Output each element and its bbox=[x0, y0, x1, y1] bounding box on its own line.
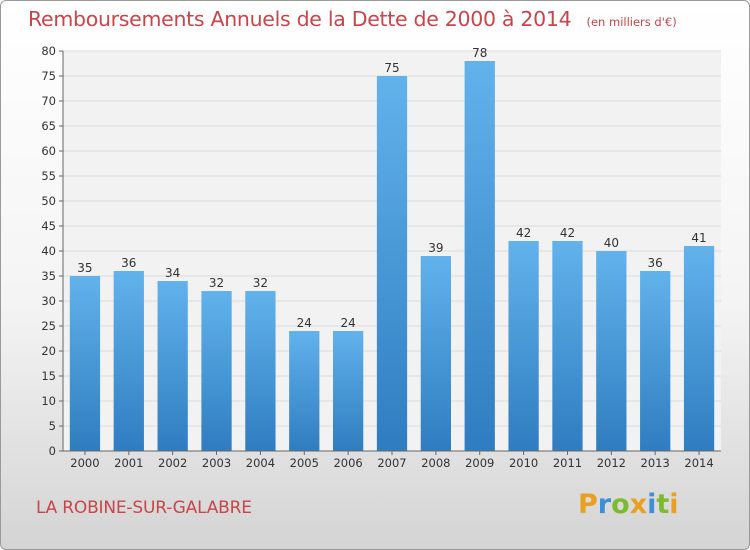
logo-letter: r bbox=[597, 489, 612, 520]
data-label-2006: 24 bbox=[340, 316, 355, 330]
bar-2005 bbox=[289, 331, 320, 451]
data-labels: 35 36 34 32 32 24 24 75 39 78 42 42 40 36 41 bbox=[77, 46, 706, 330]
data-label-2010: 42 bbox=[516, 226, 531, 240]
logo-letter: P bbox=[578, 489, 598, 520]
x-tick-label: 2006 bbox=[333, 456, 362, 470]
x-tick-label: 2003 bbox=[202, 456, 231, 470]
x-tick-label: 2011 bbox=[553, 456, 582, 470]
chart-title-text: Remboursements Annuels de la Dette de 20… bbox=[28, 7, 572, 31]
data-label-2001: 36 bbox=[121, 256, 136, 270]
bar-2004 bbox=[245, 291, 276, 451]
x-tick-label: 2004 bbox=[246, 456, 275, 470]
data-label-2014: 41 bbox=[691, 231, 706, 245]
y-tick-label: 5 bbox=[49, 419, 56, 433]
y-tick-label: 50 bbox=[41, 194, 56, 208]
logo-letter: i bbox=[669, 489, 679, 520]
data-label-2012: 40 bbox=[604, 236, 619, 250]
chart-unit-label: (en milliers d'€) bbox=[586, 15, 677, 29]
x-tick-label: 2008 bbox=[421, 456, 450, 470]
bar-2002 bbox=[157, 281, 188, 451]
bar-2013 bbox=[640, 271, 671, 451]
y-tick-label: 75 bbox=[41, 69, 56, 83]
y-tick-label: 10 bbox=[41, 394, 56, 408]
data-label-2013: 36 bbox=[648, 256, 663, 270]
data-label-2009: 78 bbox=[472, 46, 487, 60]
x-tick-label: 2013 bbox=[641, 456, 670, 470]
data-label-2000: 35 bbox=[77, 261, 92, 275]
bar-2009 bbox=[464, 61, 495, 451]
bar-2012 bbox=[596, 251, 627, 451]
x-tick-label: 2007 bbox=[377, 456, 406, 470]
y-tick-label: 55 bbox=[41, 169, 56, 183]
x-tick-label: 2014 bbox=[684, 456, 713, 470]
bar-2008 bbox=[420, 256, 452, 451]
x-tick-label: 2010 bbox=[509, 456, 538, 470]
y-tick-label: 60 bbox=[41, 144, 56, 158]
bar-2000 bbox=[69, 276, 101, 451]
logo-letter: t bbox=[656, 489, 670, 520]
bar-2003 bbox=[201, 291, 232, 451]
data-label-2007: 75 bbox=[384, 61, 399, 75]
y-tick-label: 20 bbox=[41, 344, 56, 358]
bars bbox=[69, 61, 715, 451]
bar-2001 bbox=[113, 271, 144, 451]
bar-2010 bbox=[508, 241, 539, 451]
y-tick-label: 30 bbox=[41, 294, 56, 308]
bar-2006 bbox=[332, 331, 364, 451]
proxiti-logo: Proxiti bbox=[578, 489, 679, 520]
data-label-2003: 32 bbox=[209, 276, 224, 290]
x-tick-label: 2005 bbox=[290, 456, 319, 470]
location-name: LA ROBINE-SUR-GALABRE bbox=[36, 498, 252, 518]
y-tick-label: 35 bbox=[41, 269, 56, 283]
y-tick-label: 45 bbox=[41, 219, 56, 233]
y-axis-ticks: 0 5 10 15 20 25 30 35 40 45 50 55 60 65 70 75 80 bbox=[41, 44, 63, 458]
bar-2007 bbox=[376, 76, 408, 451]
x-tick-label: 2009 bbox=[465, 456, 494, 470]
x-axis-ticks: 2000 2001 2002 2003 2004 2005 2006 2007 2008 2009… bbox=[70, 451, 714, 470]
data-label-2008: 39 bbox=[428, 241, 443, 255]
x-tick-label: 2001 bbox=[114, 456, 143, 470]
y-tick-label: 65 bbox=[41, 119, 56, 133]
y-tick-label: 70 bbox=[41, 94, 56, 108]
y-tick-label: 0 bbox=[49, 444, 56, 458]
y-tick-label: 25 bbox=[41, 319, 56, 333]
x-tick-label: 2012 bbox=[597, 456, 626, 470]
bar-2014 bbox=[683, 246, 715, 451]
bar-2011 bbox=[552, 241, 583, 451]
data-label-2002: 34 bbox=[165, 266, 180, 280]
data-label-2004: 32 bbox=[253, 276, 268, 290]
logo-letter: x bbox=[629, 489, 648, 520]
y-tick-label: 15 bbox=[41, 369, 56, 383]
data-label-2005: 24 bbox=[297, 316, 312, 330]
logo-letter: i bbox=[647, 489, 657, 520]
y-tick-label: 40 bbox=[41, 244, 56, 258]
chart-title: Remboursements Annuels de la Dette de 20… bbox=[28, 7, 677, 31]
data-label-2011: 42 bbox=[560, 226, 575, 240]
y-tick-label: 80 bbox=[41, 44, 56, 58]
x-tick-label: 2002 bbox=[158, 456, 187, 470]
x-tick-label: 2000 bbox=[70, 456, 99, 470]
logo-letter: o bbox=[611, 489, 630, 520]
